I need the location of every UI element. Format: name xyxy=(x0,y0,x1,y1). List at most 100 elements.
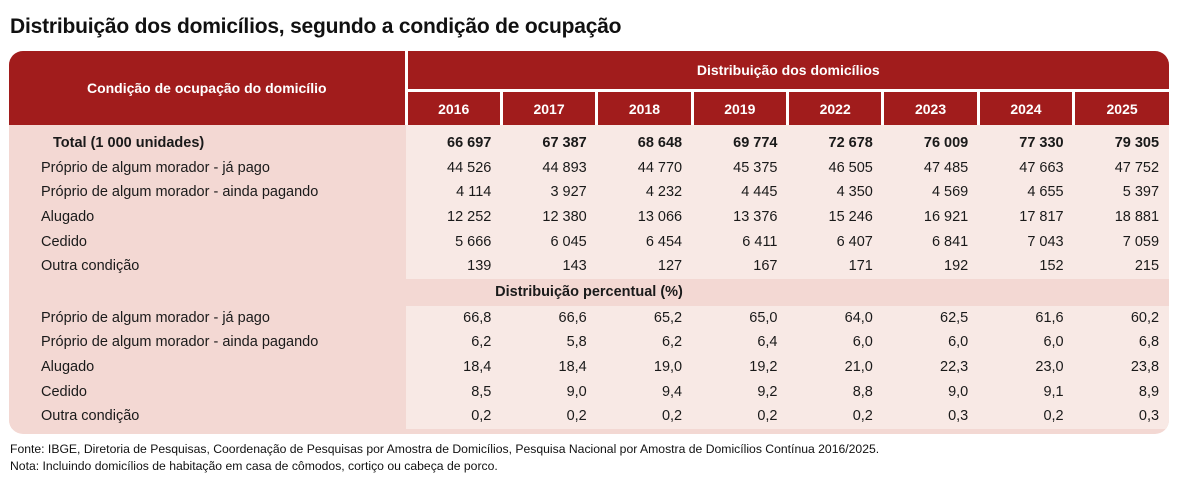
cell-value: 6,0 xyxy=(978,330,1074,355)
cell-value: 215 xyxy=(1073,253,1169,279)
footnotes: Fonte: IBGE, Diretoria de Pesquisas, Coo… xyxy=(10,441,879,475)
cell-value: 66,6 xyxy=(501,305,597,331)
cell-value: 12 380 xyxy=(501,204,597,230)
table-row: Próprio de algum morador - já pago 44 526… xyxy=(9,155,1169,181)
cell-value: 6 411 xyxy=(692,229,788,254)
cell-value: 60,2 xyxy=(1073,305,1169,331)
year-header-2017: 2017 xyxy=(501,90,599,125)
cell-value: 44 770 xyxy=(596,155,693,181)
cell-value: 6,2 xyxy=(596,330,693,355)
cell-value: 6,4 xyxy=(692,330,788,355)
cell-value: 12 252 xyxy=(406,204,502,230)
occupancy-table: Condição de ocupação do domicílio Distri… xyxy=(9,51,1169,429)
table-header: Condição de ocupação do domicílio Distri… xyxy=(9,51,1169,125)
cell-value: 5 397 xyxy=(1073,180,1169,205)
cell-value: 9,1 xyxy=(978,379,1074,404)
table-row: Outra condição 139 143 127 167 171 192 152 215 xyxy=(9,253,1169,279)
cell-value: 0,3 xyxy=(1073,403,1169,429)
cell-value: 8,5 xyxy=(406,379,502,404)
cell-value: 18,4 xyxy=(501,354,597,380)
cell-value: 19,0 xyxy=(596,354,693,380)
cell-value: 4 655 xyxy=(978,180,1074,205)
cell-value: 0,2 xyxy=(692,403,788,429)
cell-value: 44 893 xyxy=(501,155,597,181)
group-column-header: Distribuição dos domicílios xyxy=(406,51,1169,92)
cell-value: 9,0 xyxy=(501,379,597,404)
cell-value: 0,2 xyxy=(787,403,883,429)
cell-value: 72 678 xyxy=(787,125,883,156)
table-row: Próprio de algum morador - ainda pagando… xyxy=(9,330,1169,355)
cell-value: 21,0 xyxy=(787,354,883,380)
cell-value: 13 376 xyxy=(692,204,788,230)
cell-value: 47 663 xyxy=(978,155,1074,181)
cell-value: 5,8 xyxy=(501,330,597,355)
cell-value: 139 xyxy=(406,253,502,279)
table-row: Cedido 8,5 9,0 9,4 9,2 8,8 9,0 9,1 8,9 xyxy=(9,379,1169,404)
row-label: Próprio de algum morador - já pago xyxy=(9,305,406,331)
label-column-header: Condição de ocupação do domicílio xyxy=(9,51,408,125)
section-header-row: Distribuição percentual (%) xyxy=(9,278,1169,306)
year-header-2016: 2016 xyxy=(406,90,503,125)
cell-value: 7 059 xyxy=(1073,229,1169,254)
row-label: Alugado xyxy=(9,204,406,230)
cell-value: 8,9 xyxy=(1073,379,1169,404)
occupancy-table-container: Condição de ocupação do domicílio Distri… xyxy=(9,51,1169,434)
year-header-2023: 2023 xyxy=(882,90,980,125)
cell-value: 0,2 xyxy=(406,403,502,429)
cell-value: 23,8 xyxy=(1073,354,1169,380)
cell-value: 167 xyxy=(692,253,788,279)
cell-value: 143 xyxy=(501,253,597,279)
cell-value: 46 505 xyxy=(787,155,883,181)
row-label: Outra condição xyxy=(9,403,406,429)
cell-value: 0,2 xyxy=(596,403,693,429)
cell-value: 9,0 xyxy=(882,379,979,404)
cell-value: 65,0 xyxy=(692,305,788,331)
cell-value: 127 xyxy=(596,253,693,279)
cell-value: 47 752 xyxy=(1073,155,1169,181)
cell-value: 13 066 xyxy=(596,204,693,230)
percent-section-label: Distribuição percentual (%) xyxy=(9,278,1169,306)
cell-value: 6 407 xyxy=(787,229,883,254)
cell-value: 9,4 xyxy=(596,379,693,404)
cell-value: 69 774 xyxy=(692,125,788,156)
table-body: Total (1 000 unidades) 66 697 67 387 68 648… xyxy=(9,125,1169,429)
cell-value: 9,2 xyxy=(692,379,788,404)
cell-value: 4 569 xyxy=(882,180,979,205)
cell-value: 16 921 xyxy=(882,204,979,230)
cell-value: 171 xyxy=(787,253,883,279)
cell-value: 66 697 xyxy=(406,125,502,156)
cell-value: 17 817 xyxy=(978,204,1074,230)
cell-value: 0,2 xyxy=(501,403,597,429)
cell-value: 4 114 xyxy=(406,180,502,205)
cell-value: 68 648 xyxy=(596,125,693,156)
cell-value: 47 485 xyxy=(882,155,979,181)
row-label: Outra condição xyxy=(9,253,406,279)
row-label: Alugado xyxy=(9,354,406,380)
year-header-2024: 2024 xyxy=(978,90,1076,125)
cell-value: 15 246 xyxy=(787,204,883,230)
year-header-2019: 2019 xyxy=(692,90,790,125)
cell-value: 18 881 xyxy=(1073,204,1169,230)
cell-value: 192 xyxy=(882,253,979,279)
year-header-2025: 2025 xyxy=(1073,90,1169,125)
row-label: Próprio de algum morador - ainda pagando xyxy=(9,180,406,205)
table-row: Outra condição 0,2 0,2 0,2 0,2 0,2 0,3 0,2 0,3 xyxy=(9,403,1169,429)
cell-value: 4 350 xyxy=(787,180,883,205)
cell-value: 61,6 xyxy=(978,305,1074,331)
cell-value: 6,2 xyxy=(406,330,502,355)
cell-value: 7 043 xyxy=(978,229,1074,254)
cell-value: 8,8 xyxy=(787,379,883,404)
table-row: Alugado 12 252 12 380 13 066 13 376 15 246 16 … xyxy=(9,204,1169,230)
cell-value: 4 232 xyxy=(596,180,693,205)
cell-value: 3 927 xyxy=(501,180,597,205)
year-header-2022: 2022 xyxy=(787,90,885,125)
page-title: Distribuição dos domicílios, segundo a c… xyxy=(10,15,622,38)
row-label: Total (1 000 unidades) xyxy=(9,125,406,156)
table-row: Cedido 5 666 6 045 6 454 6 411 6 407 6 841 7 04… xyxy=(9,229,1169,254)
cell-value: 66,8 xyxy=(406,305,502,331)
cell-value: 6,8 xyxy=(1073,330,1169,355)
row-label: Próprio de algum morador - já pago xyxy=(9,155,406,181)
table-row: Próprio de algum morador - já pago 66,8 66… xyxy=(9,305,1169,331)
cell-value: 22,3 xyxy=(882,354,979,380)
row-label: Próprio de algum morador - ainda pagando xyxy=(9,330,406,355)
